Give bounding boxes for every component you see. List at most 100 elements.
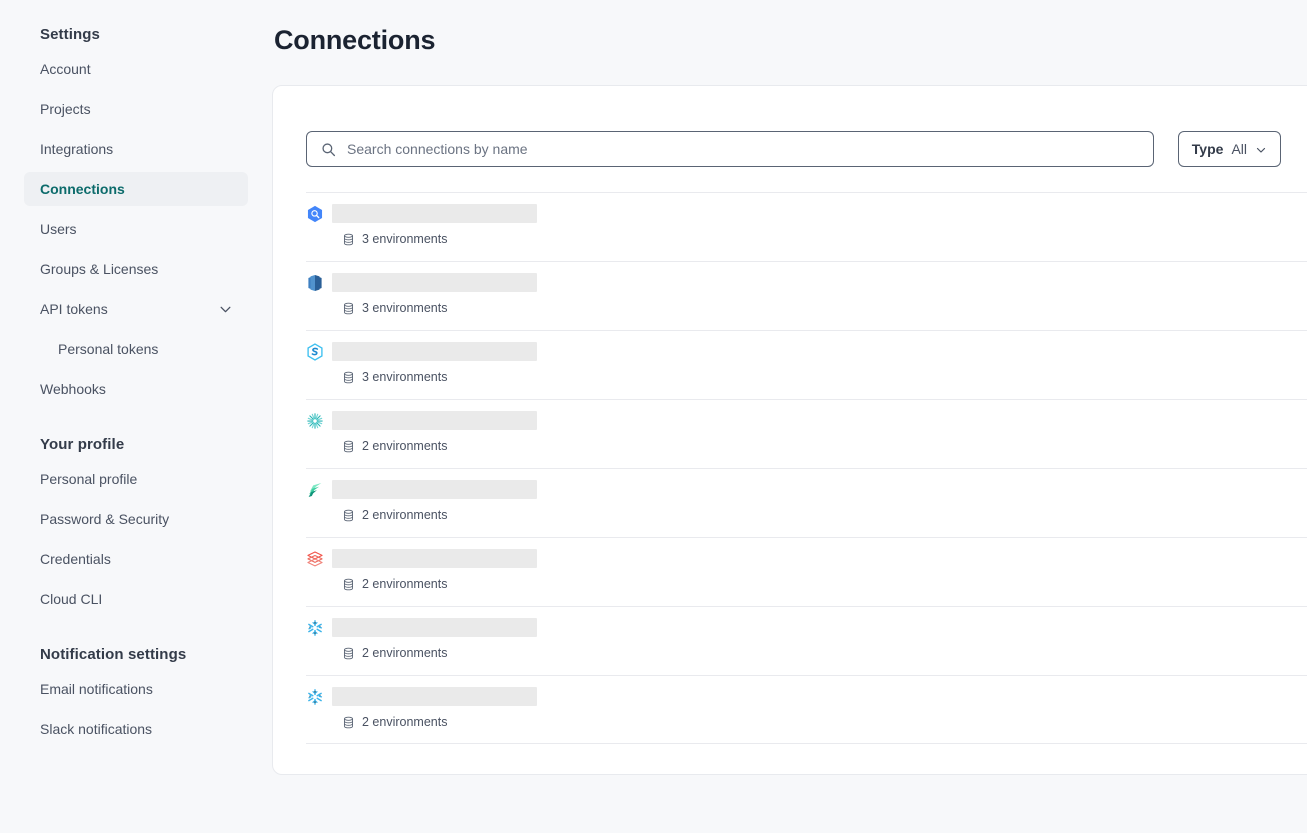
connection-header: [306, 549, 1307, 568]
chevron-down-icon[interactable]: [219, 303, 232, 316]
chevron-down-icon: [1255, 143, 1267, 155]
connection-environments: 2 environments: [306, 716, 1307, 729]
connection-row[interactable]: 2 environments: [306, 468, 1307, 537]
connection-environments: 2 environments: [306, 440, 1307, 453]
connection-environments: 3 environments: [306, 233, 1307, 246]
sidebar-item-credentials[interactable]: Credentials: [24, 542, 248, 576]
connections-card: Search connections by name Type All 3 en…: [272, 85, 1307, 775]
environments-count-label: 2 environments: [362, 646, 448, 661]
dremio-icon: [306, 412, 324, 430]
sidebar-item-slack-notifications[interactable]: Slack notifications: [24, 712, 248, 746]
main-content: Connections Search connections by name T…: [272, 0, 1307, 833]
synapse-icon: [306, 342, 324, 361]
environments-count-label: 2 environments: [362, 439, 448, 454]
connections-toolbar: Search connections by name Type All: [273, 86, 1307, 167]
sidebar-item-label: Account: [40, 61, 91, 77]
connection-name-placeholder: [332, 480, 537, 499]
connection-environments: 2 environments: [306, 509, 1307, 522]
environments-count-label: 3 environments: [362, 232, 448, 247]
bigquery-icon: [306, 205, 324, 223]
connection-name-placeholder: [332, 204, 537, 223]
database-icon: [342, 647, 355, 660]
database-icon: [342, 302, 355, 315]
connection-header: [306, 687, 1307, 706]
environments-count-label: 2 environments: [362, 508, 448, 523]
sidebar-item-label: Personal tokens: [58, 341, 159, 357]
sidebar-item-account[interactable]: Account: [24, 52, 248, 86]
connection-header: [306, 204, 1307, 223]
sidebar-item-password-security[interactable]: Password & Security: [24, 502, 248, 536]
sidebar-item-groups-licenses[interactable]: Groups & Licenses: [24, 252, 248, 286]
database-icon: [342, 371, 355, 384]
connection-name-placeholder: [332, 549, 537, 568]
environments-count-label: 3 environments: [362, 301, 448, 316]
environments-count-label: 3 environments: [362, 370, 448, 385]
sidebar-item-label: Connections: [40, 181, 125, 197]
sidebar-item-label: Cloud CLI: [40, 591, 103, 607]
database-icon: [342, 578, 355, 591]
connection-name-placeholder: [332, 687, 537, 706]
environments-count-label: 2 environments: [362, 577, 448, 592]
sidebar-item-label: Users: [40, 221, 77, 237]
connection-row[interactable]: 3 environments: [306, 330, 1307, 399]
redshift-icon: [306, 274, 324, 292]
sidebar-item-users[interactable]: Users: [24, 212, 248, 246]
sidebar-item-projects[interactable]: Projects: [24, 92, 248, 126]
sidebar-item-label: Slack notifications: [40, 721, 153, 737]
database-icon: [342, 440, 355, 453]
connection-row[interactable]: 2 environments: [306, 399, 1307, 468]
sidebar-item-label: Webhooks: [40, 381, 106, 397]
sidebar-section-title: Your profile: [40, 436, 125, 453]
settings-sidebar: Settings Account Projects Integrations Conne…: [0, 0, 272, 833]
sidebar-section-title: Notification settings: [40, 646, 187, 663]
sidebar-item-label: Personal profile: [40, 471, 138, 487]
databricks-icon: [306, 550, 324, 568]
sidebar-item-label: Credentials: [40, 551, 111, 567]
sidebar-item-personal-tokens[interactable]: Personal tokens: [24, 332, 248, 366]
database-icon: [342, 509, 355, 522]
sidebar-item-email-notifications[interactable]: Email notifications: [24, 672, 248, 706]
search-connections-input[interactable]: Search connections by name: [306, 131, 1154, 167]
connection-environments: 2 environments: [306, 578, 1307, 591]
connection-name-placeholder: [332, 342, 537, 361]
connection-header: [306, 273, 1307, 292]
type-filter-value: All: [1231, 141, 1247, 157]
sidebar-item-label: Email notifications: [40, 681, 153, 697]
connection-row[interactable]: 3 environments: [306, 261, 1307, 330]
search-placeholder-text: Search connections by name: [347, 141, 528, 157]
type-filter-dropdown[interactable]: Type All: [1177, 131, 1281, 167]
connection-header: [306, 411, 1307, 430]
snowflake-icon: [306, 619, 324, 637]
connections-list: 3 environments 3 environments 3 environmen…: [273, 192, 1307, 744]
sidebar-item-label: Password & Security: [40, 511, 170, 527]
connection-environments: 2 environments: [306, 647, 1307, 660]
connection-row[interactable]: 2 environments: [306, 606, 1307, 675]
connection-environments: 3 environments: [306, 302, 1307, 315]
database-icon: [342, 716, 355, 729]
connection-header: [306, 342, 1307, 361]
snowflake-icon: [306, 688, 324, 706]
connection-row[interactable]: 2 environments: [306, 675, 1307, 744]
connection-header: [306, 618, 1307, 637]
sidebar-item-webhooks[interactable]: Webhooks: [24, 372, 248, 406]
search-icon: [321, 142, 336, 157]
sidebar-item-api-tokens[interactable]: API tokens: [24, 292, 248, 326]
connection-name-placeholder: [332, 411, 537, 430]
page-title: Connections: [274, 25, 436, 55]
sidebar-section-title: Settings: [40, 26, 100, 43]
connection-name-placeholder: [332, 618, 537, 637]
database-icon: [342, 233, 355, 246]
environments-count-label: 2 environments: [362, 715, 448, 730]
sidebar-item-label: Projects: [40, 101, 91, 117]
connection-row[interactable]: 3 environments: [306, 192, 1307, 261]
sidebar-item-integrations[interactable]: Integrations: [24, 132, 248, 166]
sidebar-item-personal-profile[interactable]: Personal profile: [24, 462, 248, 496]
connection-row[interactable]: 2 environments: [306, 537, 1307, 606]
sidebar-item-cloud-cli[interactable]: Cloud CLI: [24, 582, 248, 616]
sidebar-item-label: Groups & Licenses: [40, 261, 159, 277]
connection-header: [306, 480, 1307, 499]
connection-name-placeholder: [332, 273, 537, 292]
connection-environments: 3 environments: [306, 371, 1307, 384]
sidebar-item-connections[interactable]: Connections: [24, 172, 248, 206]
